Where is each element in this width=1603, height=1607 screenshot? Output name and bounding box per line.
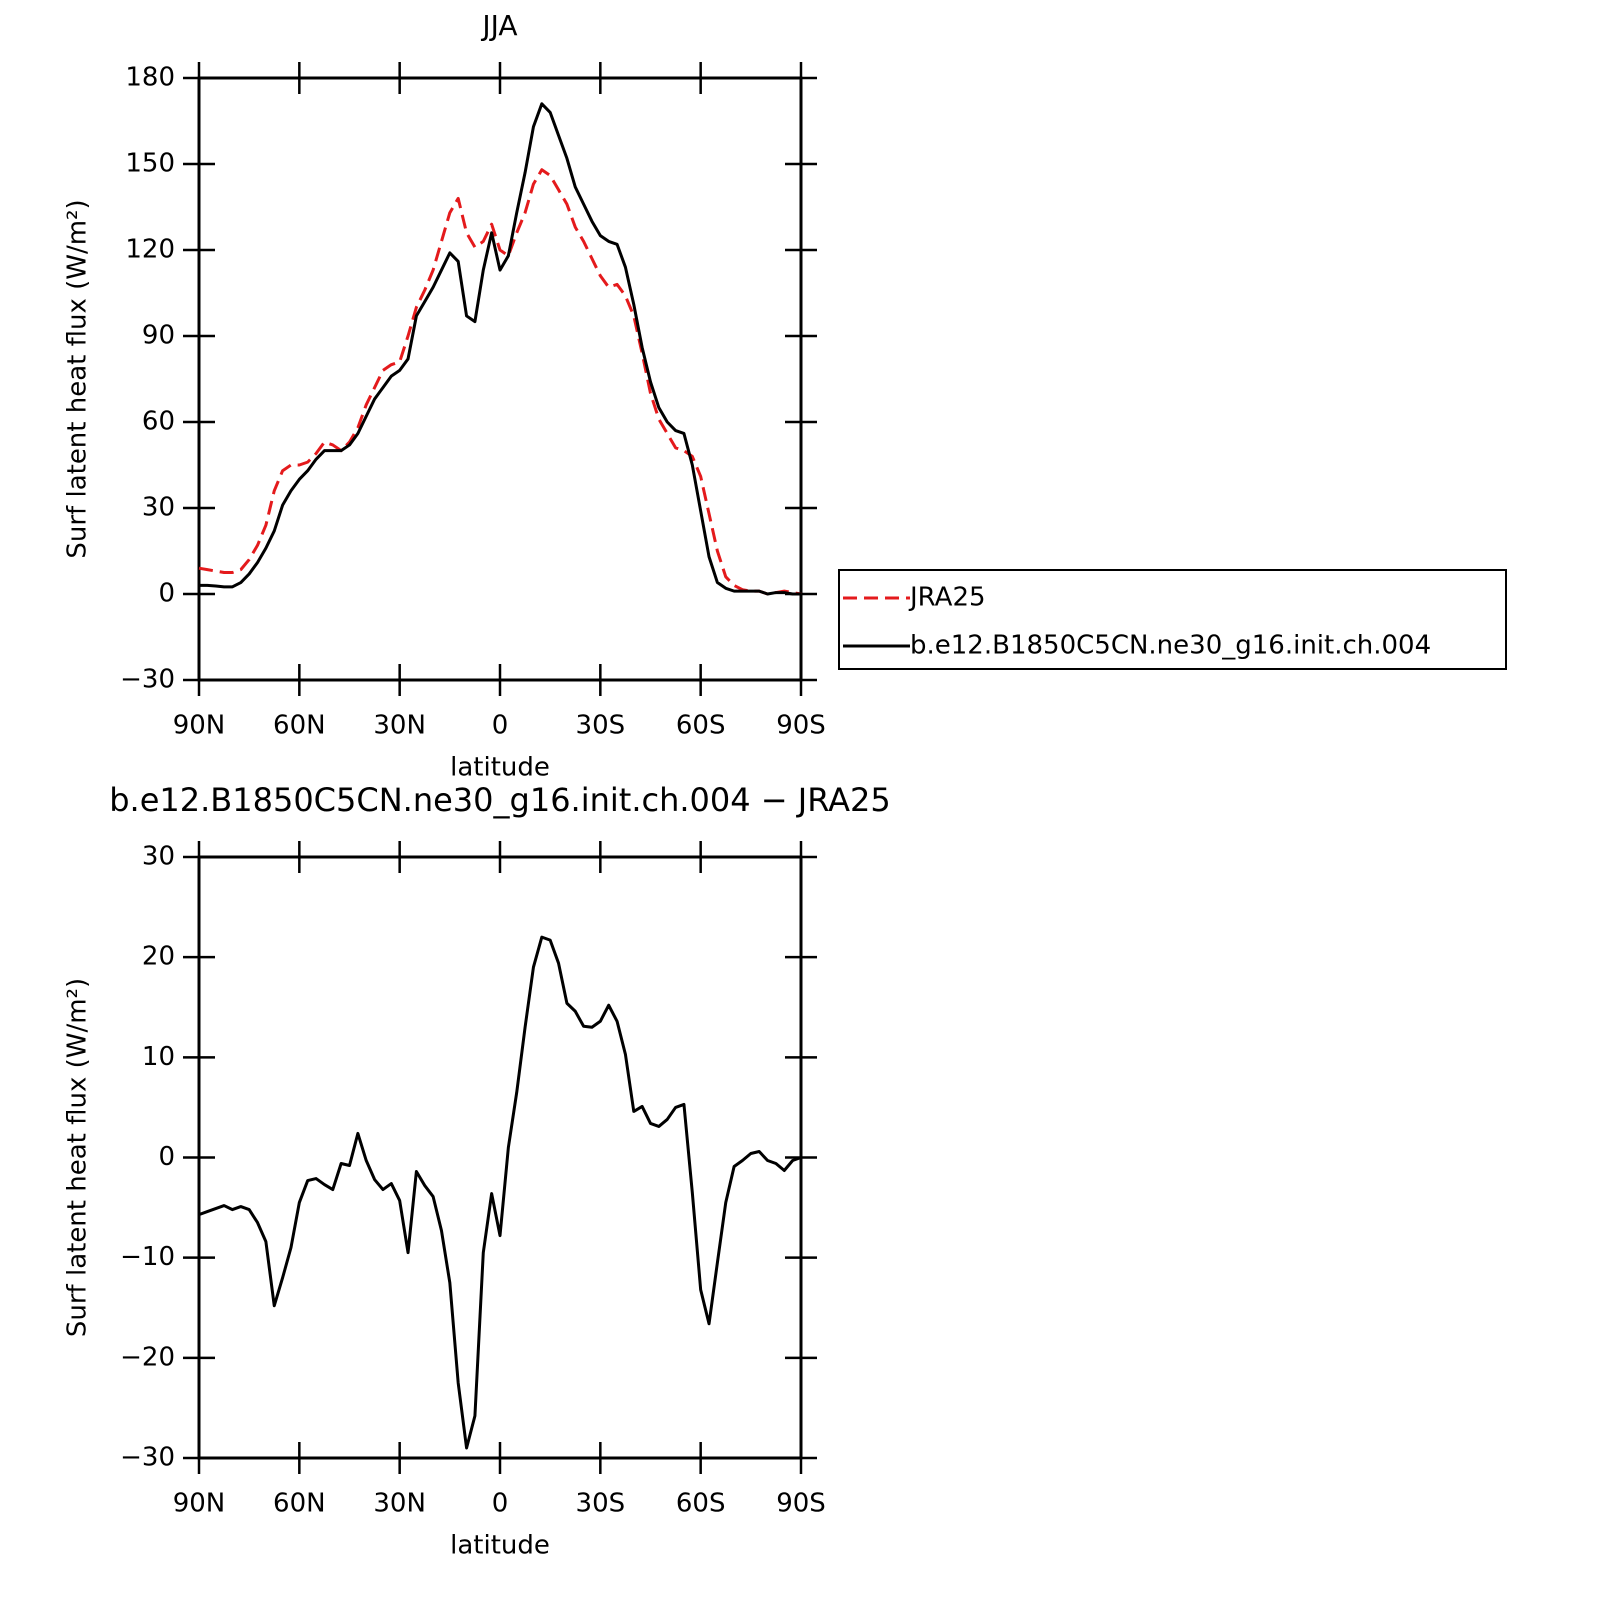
- y-axis-label: Surf latent heat flux (W/m²): [63, 978, 93, 1337]
- x-tick-label: 90S: [776, 711, 826, 741]
- x-tick-label: 90N: [173, 1489, 226, 1519]
- y-tick-label: 120: [125, 235, 175, 265]
- plot-frame: [197, 855, 803, 1460]
- legend-label: JRA25: [908, 583, 986, 613]
- data-line: [198, 935, 802, 1450]
- x-tick-label: 90N: [173, 711, 226, 741]
- x-tick-label: 60S: [676, 1489, 726, 1519]
- y-tick-label: 60: [142, 407, 175, 437]
- x-tick-label: 60N: [273, 1489, 326, 1519]
- y-tick-label: −30: [120, 1443, 175, 1473]
- x-tick-label: 60N: [273, 711, 326, 741]
- legend-label: b.e12.B1850C5CN.ne30_g16.init.ch.004: [910, 631, 1431, 661]
- x-tick-label: 30N: [373, 711, 426, 741]
- x-tick-label: 30S: [576, 1489, 626, 1519]
- x-axis-label: latitude: [450, 753, 550, 783]
- data-line: [198, 168, 802, 596]
- x-tick-label: 30S: [576, 711, 626, 741]
- y-tick-label: −10: [120, 1242, 175, 1272]
- y-tick-label: −20: [120, 1342, 175, 1372]
- plot-frame: [197, 76, 803, 682]
- y-tick-label: 10: [142, 1042, 175, 1072]
- chart-title: b.e12.B1850C5CN.ne30_g16.init.ch.004 − J…: [109, 781, 891, 819]
- y-axis-label: Surf latent heat flux (W/m²): [63, 199, 93, 558]
- x-tick-label: 90S: [776, 1489, 826, 1519]
- x-tick-label: 60S: [676, 711, 726, 741]
- y-tick-label: 0: [158, 579, 175, 609]
- y-tick-label: 180: [125, 63, 175, 93]
- x-tick-label: 0: [492, 1489, 509, 1519]
- x-tick-label: 0: [492, 711, 509, 741]
- x-axis-label: latitude: [450, 1531, 550, 1561]
- y-tick-label: 0: [158, 1142, 175, 1172]
- y-tick-label: 90: [142, 321, 175, 351]
- y-tick-label: 150: [125, 149, 175, 179]
- y-tick-label: −30: [120, 665, 175, 695]
- y-tick-label: 30: [142, 842, 175, 872]
- x-tick-label: 30N: [373, 1489, 426, 1519]
- legend-box: [838, 569, 1507, 670]
- y-tick-label: 30: [142, 493, 175, 523]
- chart-title: JJA: [480, 9, 517, 42]
- data-line: [199, 102, 801, 596]
- y-tick-label: 20: [142, 942, 175, 972]
